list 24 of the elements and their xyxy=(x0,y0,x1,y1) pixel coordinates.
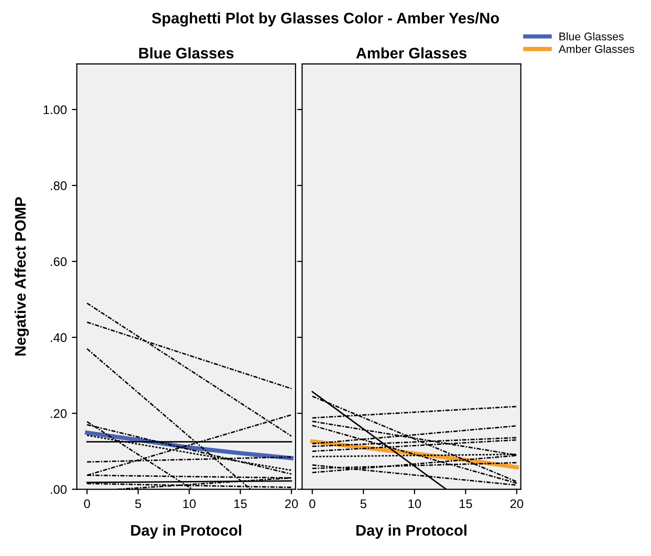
text: Spaghetti Plot by Glasses Color - Amber Yes/No xyxy=(152,12,499,27)
legend-label: Amber Glasses xyxy=(558,44,634,53)
y-tick-label: 1.00 xyxy=(44,105,67,114)
x-tick-label: 20 xyxy=(510,499,524,508)
y-tick-label: .40 xyxy=(50,333,67,342)
x-tick-label: 20 xyxy=(285,499,298,508)
y-axis-title: Negative Affect POMP xyxy=(14,197,29,356)
chart-title: Amber Glasses xyxy=(356,47,466,59)
legend-label: Blue Glasses xyxy=(559,32,624,40)
x-tick-label: 10 xyxy=(183,499,196,508)
x-tick-label: 10 xyxy=(408,499,421,508)
y-tick-label: .00 xyxy=(50,485,67,494)
x-tick-label: 15 xyxy=(460,499,472,508)
x-axis-title: Day in Protocol xyxy=(356,524,466,539)
x-tick-label: 5 xyxy=(360,499,366,508)
x-tick-label: 5 xyxy=(135,499,142,508)
y-tick-label: .20 xyxy=(50,409,67,418)
chart-title: Blue Glasses xyxy=(139,47,234,59)
x-axis-title: Day in Protocol xyxy=(131,524,242,539)
y-tick-label: .60 xyxy=(50,257,67,266)
x-tick-label: 0 xyxy=(309,499,316,508)
x-tick-label: 0 xyxy=(84,499,90,508)
y-tick-label: .80 xyxy=(50,181,67,190)
x-tick-label: 15 xyxy=(234,499,247,508)
